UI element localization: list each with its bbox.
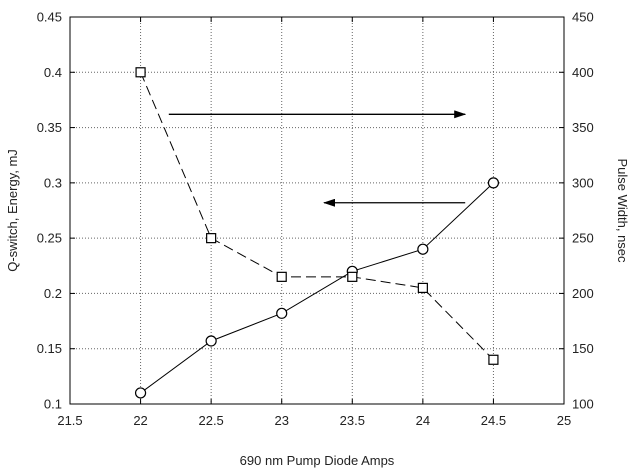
y-right-tick-label: 250 [572, 231, 594, 246]
y-right-tick-label: 450 [572, 10, 594, 25]
y-axis-right-label: Pulse Width, nsec [615, 158, 630, 263]
data-point-square [417, 282, 428, 293]
y-axis-left-label: Q-switch, Energy, mJ [5, 149, 20, 272]
y-right-tick-label: 350 [572, 120, 594, 135]
annotations [168, 110, 467, 207]
y-right-tick-label: 400 [572, 65, 594, 80]
y-right-tick-label: 200 [572, 286, 594, 301]
y-left-tick-label: 0.45 [37, 10, 62, 25]
x-tick-label: 22.5 [198, 413, 223, 428]
x-tick-label: 24.5 [481, 413, 506, 428]
x-tick-label: 22 [133, 413, 147, 428]
x-tick-label: 21.5 [57, 413, 82, 428]
series-1-square [135, 67, 499, 365]
series-line [140, 182, 494, 394]
data-point-circle [276, 307, 288, 319]
y-right-tick-label: 100 [572, 397, 594, 412]
plot-frame [69, 16, 565, 405]
data-point-square [206, 233, 217, 244]
y-left-tick-label: 0.35 [37, 120, 62, 135]
y-left-tick-label: 0.1 [44, 397, 62, 412]
data-point-circle [417, 243, 429, 255]
x-tick-label: 23 [274, 413, 288, 428]
y-left-tick-label: 0.15 [37, 341, 62, 356]
series [134, 67, 500, 399]
data-point-square [135, 67, 146, 78]
y-left-tick-label: 0.2 [44, 286, 62, 301]
series-0-circle [134, 177, 500, 399]
y-right-tick-label: 300 [572, 175, 594, 190]
series-line [140, 72, 494, 361]
data-point-circle [487, 177, 500, 189]
data-point-circle [205, 335, 217, 347]
y-left-tick-label: 0.25 [37, 231, 62, 246]
x-tick-label: 23.5 [340, 413, 365, 428]
ticks: 21.5 22 22.5 23 23.5 24 24.5 25 0.1 0.15 0.2 0.25 0.… [37, 10, 594, 429]
data-point-circle [134, 387, 147, 399]
data-point-square [276, 271, 287, 282]
y-left-tick-label: 0.3 [44, 175, 62, 190]
y-left-tick-label: 0.4 [44, 65, 62, 80]
x-tick-label: 24 [416, 413, 430, 428]
x-tick-label: 25 [557, 413, 571, 428]
data-point-square [347, 271, 358, 282]
y-right-tick-label: 150 [572, 341, 594, 356]
x-axis-label: 690 nm Pump Diode Amps [240, 453, 395, 468]
data-point-square [488, 354, 499, 365]
